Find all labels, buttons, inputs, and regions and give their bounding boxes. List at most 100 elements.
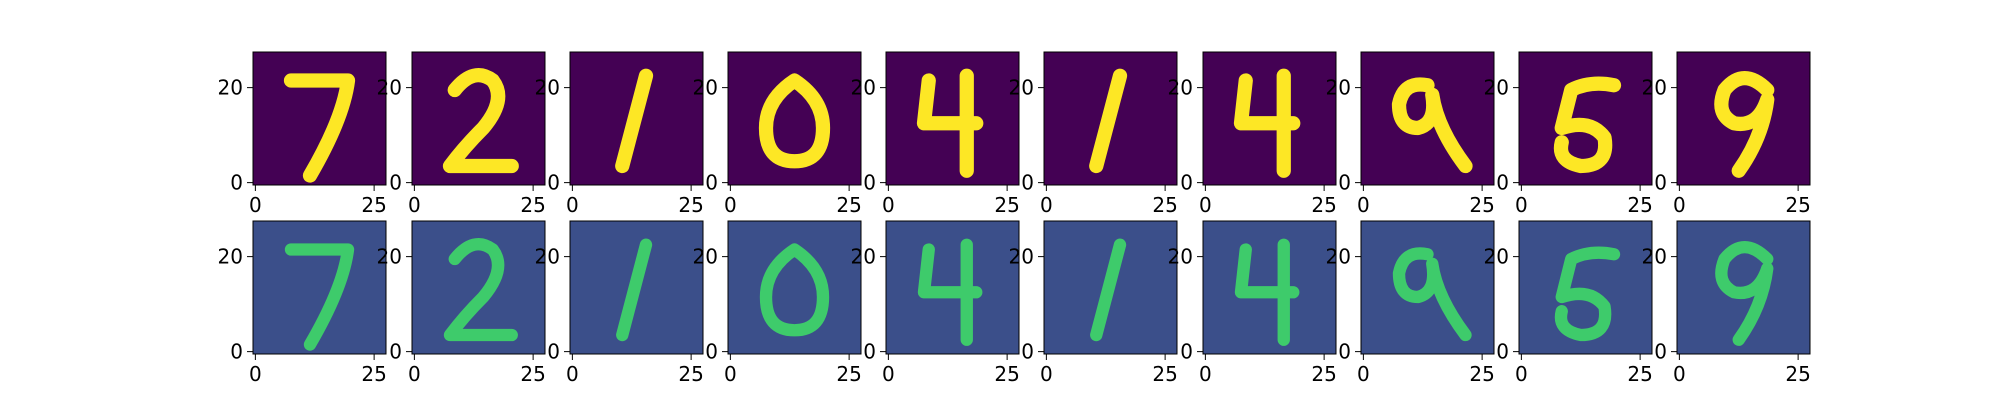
x-tick-label: 25 bbox=[1311, 193, 1336, 217]
axes-frame bbox=[1360, 220, 1495, 355]
x-tick-label: 0 bbox=[1673, 193, 1686, 217]
axes-frame bbox=[411, 51, 546, 186]
subplot-top-3: 0 25 0 20 bbox=[535, 51, 704, 217]
subplot-top-8: 0 25 0 20 bbox=[1326, 51, 1495, 217]
y-tick-label: 0 bbox=[863, 340, 876, 364]
axes-frame bbox=[1202, 220, 1337, 355]
x-tick-label: 0 bbox=[249, 362, 262, 386]
subplot-top-10: 0 25 0 20 bbox=[1642, 51, 1811, 217]
y-tick-label: 0 bbox=[230, 340, 243, 364]
x-tick-label: 25 bbox=[520, 362, 545, 386]
digit-stroke-9 bbox=[1392, 247, 1472, 342]
digit-stroke-9 bbox=[1715, 241, 1774, 346]
y-tick-label: 20 bbox=[1484, 76, 1509, 100]
digit-stroke-4 bbox=[1233, 68, 1301, 178]
x-tick-label: 0 bbox=[1199, 362, 1212, 386]
y-tick-label: 0 bbox=[863, 171, 876, 195]
y-tick-label: 0 bbox=[1021, 171, 1034, 195]
digit-stroke-2 bbox=[443, 238, 518, 342]
y-tick-label: 20 bbox=[1326, 245, 1351, 269]
digit-stroke-1 bbox=[616, 238, 653, 342]
axes-frame bbox=[1676, 220, 1811, 355]
y-tick-label: 20 bbox=[535, 245, 560, 269]
axes-frame bbox=[252, 220, 387, 355]
axes-frame bbox=[1360, 51, 1495, 186]
x-tick-label: 0 bbox=[1199, 193, 1212, 217]
subplot-bottom-3: 0 25 0 20 bbox=[535, 220, 704, 386]
digit-stroke-4 bbox=[1234, 238, 1300, 346]
axes-frame bbox=[569, 51, 704, 186]
x-tick-label: 0 bbox=[408, 193, 421, 217]
x-tick-label: 0 bbox=[882, 362, 895, 386]
x-tick-label: 0 bbox=[408, 362, 421, 386]
subplot-bottom-1: 0 25 0 20 bbox=[218, 220, 387, 386]
subplot-bottom-8: 0 25 0 20 bbox=[1326, 220, 1495, 386]
y-tick-label: 0 bbox=[389, 171, 402, 195]
subplot-top-1: 0 25 0 20 bbox=[218, 51, 387, 217]
y-tick-label: 20 bbox=[1168, 76, 1193, 100]
y-tick-label: 0 bbox=[230, 171, 243, 195]
x-tick-label: 25 bbox=[1785, 193, 1810, 217]
subplot-bottom-7: 0 25 0 20 bbox=[1168, 220, 1337, 386]
x-tick-label: 25 bbox=[1152, 193, 1177, 217]
axes-frame bbox=[1518, 51, 1653, 186]
x-tick-label: 0 bbox=[724, 362, 737, 386]
subplot-top-2: 0 25 0 20 bbox=[377, 51, 546, 217]
y-tick-label: 20 bbox=[693, 76, 718, 100]
x-tick-label: 25 bbox=[1469, 362, 1494, 386]
digit-stroke-5 bbox=[1553, 76, 1622, 174]
y-tick-label: 0 bbox=[547, 171, 560, 195]
axes-frame bbox=[1043, 220, 1178, 355]
digit-stroke-1 bbox=[1090, 238, 1127, 342]
y-tick-label: 0 bbox=[1496, 340, 1509, 364]
digit-stroke-9 bbox=[1714, 71, 1775, 178]
axes-frame bbox=[411, 220, 546, 355]
subplot-top-5: 0 25 0 20 bbox=[851, 51, 1020, 217]
axes-frame bbox=[727, 51, 862, 186]
x-tick-label: 0 bbox=[724, 193, 737, 217]
y-tick-label: 0 bbox=[705, 340, 718, 364]
y-tick-label: 0 bbox=[1180, 340, 1193, 364]
y-tick-label: 20 bbox=[1009, 245, 1034, 269]
y-tick-label: 20 bbox=[851, 245, 876, 269]
subplot-top-7: 0 25 0 20 bbox=[1168, 51, 1337, 217]
x-tick-label: 25 bbox=[361, 193, 386, 217]
y-tick-label: 0 bbox=[547, 340, 560, 364]
x-tick-label: 25 bbox=[361, 362, 386, 386]
axes-frame bbox=[885, 220, 1020, 355]
digit-stroke-4 bbox=[916, 68, 984, 178]
subplot-top-4: 0 25 0 20 bbox=[693, 51, 862, 217]
y-tick-label: 20 bbox=[1484, 245, 1509, 269]
y-tick-label: 20 bbox=[218, 245, 243, 269]
x-tick-label: 25 bbox=[678, 193, 703, 217]
y-tick-label: 20 bbox=[377, 245, 402, 269]
y-tick-label: 0 bbox=[1338, 171, 1351, 195]
x-tick-label: 25 bbox=[1311, 362, 1336, 386]
x-tick-label: 0 bbox=[1515, 362, 1528, 386]
y-tick-label: 20 bbox=[1009, 76, 1034, 100]
digit-stroke-7 bbox=[283, 73, 356, 183]
axes-frame bbox=[1518, 220, 1653, 355]
x-tick-label: 25 bbox=[836, 193, 861, 217]
y-tick-label: 20 bbox=[1168, 245, 1193, 269]
x-tick-label: 25 bbox=[836, 362, 861, 386]
y-tick-label: 20 bbox=[1326, 76, 1351, 100]
x-tick-label: 25 bbox=[1785, 362, 1810, 386]
axes-frame bbox=[1043, 51, 1178, 186]
y-tick-label: 20 bbox=[851, 76, 876, 100]
y-tick-label: 0 bbox=[1338, 340, 1351, 364]
y-tick-label: 20 bbox=[218, 76, 243, 100]
y-tick-label: 0 bbox=[705, 171, 718, 195]
digit-stroke-5 bbox=[1554, 246, 1621, 342]
x-tick-label: 25 bbox=[1627, 362, 1652, 386]
subplot-bottom-2: 0 25 0 20 bbox=[377, 220, 546, 386]
subplot-top-9: 0 25 0 20 bbox=[1484, 51, 1653, 217]
digit-stroke-9 bbox=[1391, 77, 1473, 174]
x-tick-label: 25 bbox=[994, 362, 1019, 386]
x-tick-label: 25 bbox=[678, 362, 703, 386]
y-tick-label: 20 bbox=[1642, 245, 1667, 269]
y-tick-label: 20 bbox=[1642, 76, 1667, 100]
y-tick-label: 20 bbox=[535, 76, 560, 100]
y-tick-label: 0 bbox=[389, 340, 402, 364]
axes-frame bbox=[1202, 51, 1337, 186]
